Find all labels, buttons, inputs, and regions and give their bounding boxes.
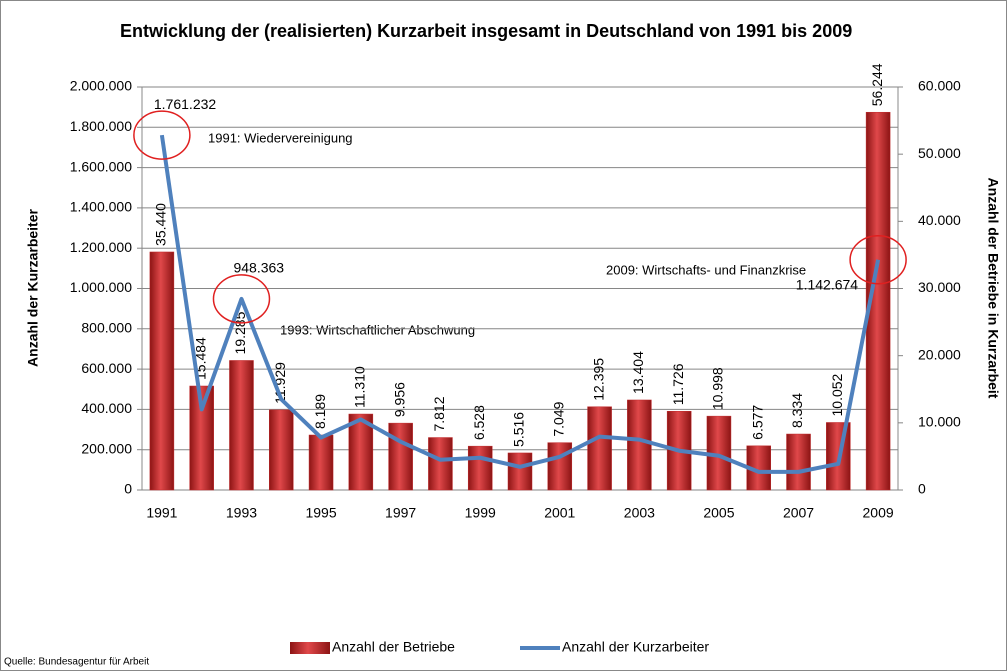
bar <box>587 406 612 491</box>
y-tick-label: 0 <box>124 481 132 497</box>
bar-label: 10.052 <box>829 373 845 416</box>
y-tick-label: 1.400.000 <box>70 199 132 215</box>
highlight-ring <box>212 274 271 324</box>
bar-label: 12.395 <box>590 358 606 401</box>
bar <box>627 399 652 491</box>
line-label: 948.363 <box>233 260 284 276</box>
x-tick-label: 1993 <box>226 505 257 521</box>
x-tick-label: 2009 <box>863 505 894 521</box>
bar-label: 10.998 <box>710 367 726 410</box>
y-tick-label: 1.600.000 <box>70 158 132 174</box>
x-tick-label: 1991 <box>146 505 177 521</box>
bar-label: 5.516 <box>511 412 527 447</box>
source: Quelle: Bundesagentur für Arbeit <box>4 657 149 668</box>
bar-label: 11.726 <box>670 363 686 405</box>
x-tick-label: 1999 <box>465 505 496 521</box>
y-tick-label: 600.000 <box>81 360 132 376</box>
line <box>159 134 881 474</box>
line-label: 1.761.232 <box>154 96 216 112</box>
bar-label: 8.334 <box>789 393 805 428</box>
bar <box>786 433 811 491</box>
y2-tick-label: 40.000 <box>918 212 961 228</box>
bar-label: 9.956 <box>391 382 407 417</box>
bar <box>547 442 573 491</box>
legend-swatch <box>290 642 330 654</box>
y-tick-label: 1.800.000 <box>70 118 132 134</box>
x-tick-label: 1997 <box>385 505 416 521</box>
bar <box>348 413 374 491</box>
x-tick-label: 2003 <box>624 505 655 521</box>
bar-label: 6.528 <box>471 405 487 440</box>
highlight-ring <box>849 235 907 285</box>
annotation: 1991: Wiedervereinigung <box>208 130 353 145</box>
chart-title: Entwicklung der (realisierten) Kurzarbei… <box>120 21 852 41</box>
bar-label: 6.577 <box>749 405 765 440</box>
bar <box>388 422 413 491</box>
bar-label: 8.189 <box>312 394 328 429</box>
highlight-ring <box>133 110 191 160</box>
bar-label: 13.404 <box>630 351 646 394</box>
y2-tick-label: 10.000 <box>918 414 961 430</box>
x-tick-label: 1995 <box>305 505 336 521</box>
line-label: 1.142.674 <box>796 276 858 292</box>
bar <box>149 251 175 491</box>
bar-label: 35.440 <box>153 203 169 246</box>
bar <box>507 452 533 491</box>
y2-axis-title: Anzahl der Betriebe in Kurzarbeit <box>985 178 1001 399</box>
y2-tick-label: 0 <box>918 481 926 497</box>
bar-label: 11.310 <box>352 366 368 408</box>
bar-label: 7.049 <box>550 401 566 436</box>
x-tick-label: 2001 <box>544 505 575 521</box>
bar <box>269 409 294 491</box>
y-tick-label: 800.000 <box>81 320 132 336</box>
bar-label: 7.812 <box>431 396 447 431</box>
annotation: 1993: Wirtschaftlicher Abschwung <box>280 322 475 337</box>
y-tick-label: 2.000.000 <box>70 78 132 94</box>
y2-tick-label: 20.000 <box>918 346 961 362</box>
y2-tick-label: 60.000 <box>918 78 961 94</box>
legend-label: Anzahl der Betriebe <box>332 639 455 655</box>
bar <box>428 437 453 491</box>
bar-label: 11.929 <box>272 362 288 404</box>
y-tick-label: 200.000 <box>81 440 132 456</box>
y-axis-title: Anzahl der Kurzarbeiter <box>25 208 41 366</box>
bar <box>229 360 254 491</box>
y2-tick-label: 30.000 <box>918 279 961 295</box>
bar-label: 56.244 <box>869 63 885 106</box>
bar <box>189 385 214 491</box>
legend-label: Anzahl der Kurzarbeiter <box>562 639 709 655</box>
y-tick-label: 1.200.000 <box>70 239 132 255</box>
x-tick-label: 2005 <box>703 505 734 521</box>
y-tick-label: 400.000 <box>81 400 132 416</box>
x-tick-label: 2007 <box>783 505 814 521</box>
y-tick-label: 1.000.000 <box>70 279 132 295</box>
bar <box>308 434 334 491</box>
bar <box>467 445 493 491</box>
annotation: 2009: Wirtschafts- und Finanzkrise <box>606 262 806 277</box>
y2-tick-label: 50.000 <box>918 145 961 161</box>
